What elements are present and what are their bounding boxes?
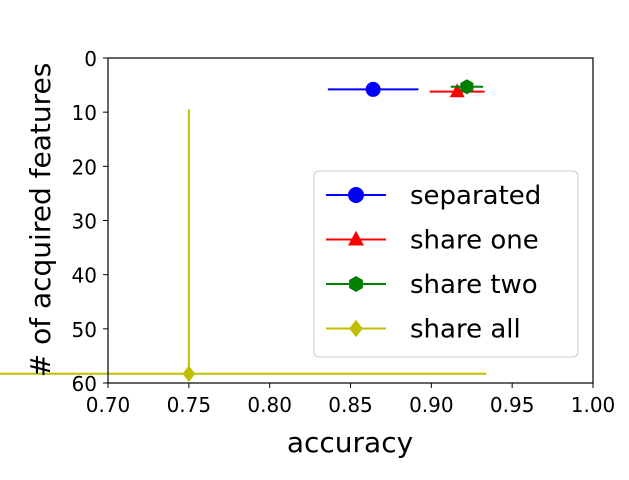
legend-box bbox=[313, 170, 579, 358]
data-point bbox=[449, 83, 465, 98]
legend-entry-share-one: share one bbox=[326, 226, 539, 256]
series-share-two bbox=[450, 79, 484, 95]
y-axis-label: # of acquired features bbox=[24, 63, 57, 378]
series-share-one bbox=[429, 83, 485, 98]
x-tick-label: 0.75 bbox=[167, 393, 212, 417]
legend-marker bbox=[349, 319, 363, 338]
x-tick-label: 0.90 bbox=[409, 393, 454, 417]
legend-marker bbox=[349, 276, 363, 292]
x-axis-label: accuracy bbox=[287, 426, 413, 459]
x-tick-label: 0.80 bbox=[247, 393, 292, 417]
legend-label: share one bbox=[410, 226, 539, 256]
legend-entry-share-all: share all bbox=[326, 315, 521, 345]
legend-marker bbox=[348, 230, 364, 246]
plot-area bbox=[0, 79, 487, 382]
legend-entry-share-two: share two bbox=[326, 270, 538, 300]
legend-label: separated bbox=[410, 181, 541, 211]
y-tick-label: 10 bbox=[72, 101, 97, 125]
x-tick-label: 0.85 bbox=[328, 393, 373, 417]
y-tick-label: 50 bbox=[72, 318, 97, 342]
legend-label: share two bbox=[410, 270, 538, 300]
series-separated bbox=[327, 81, 419, 97]
legend-marker bbox=[348, 187, 364, 203]
data-point bbox=[182, 365, 196, 382]
legend-label: share all bbox=[410, 315, 521, 345]
legend-entry-separated: separated bbox=[326, 181, 541, 211]
y-tick-label: 30 bbox=[72, 210, 97, 234]
axes: 0.70 0.75 0.80 0.85 0.90 0.95 1.00 0 10 20 30 40 50 6… bbox=[72, 47, 616, 417]
y-tick-label: 20 bbox=[72, 155, 97, 179]
series-share-all bbox=[0, 109, 487, 382]
y-tick-label: 60 bbox=[72, 372, 97, 396]
y-tick-label: 40 bbox=[72, 264, 97, 288]
x-tick-label: 0.70 bbox=[86, 393, 131, 417]
data-point bbox=[365, 81, 381, 97]
legend: separated share one share two share all bbox=[313, 170, 579, 358]
x-tick-label: 1.00 bbox=[571, 393, 616, 417]
y-tick-label: 0 bbox=[84, 47, 97, 71]
x-tick-label: 0.95 bbox=[490, 393, 535, 417]
data-point bbox=[460, 79, 474, 95]
